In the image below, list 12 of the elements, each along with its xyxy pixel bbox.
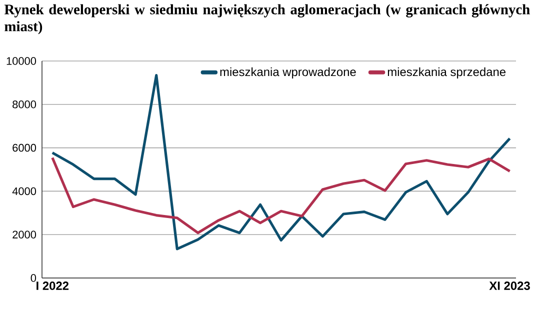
y-tick-label: 4000: [12, 187, 36, 196]
x-tick-label: XI 2023: [489, 282, 530, 290]
line-series: [51, 156, 512, 234]
y-tick-label: 8000: [12, 100, 36, 108]
legend-label: mieszkania sprzedane: [388, 67, 506, 78]
legend-label: mieszkania wprowadzone: [220, 67, 356, 78]
chart-title: Rynek deweloperski w siedmiu największych aglomeracjach (w granicach głównych miast): [4, 4, 530, 34]
y-tick-label: 0: [30, 274, 36, 282]
x-tick-label: I 2022: [36, 282, 69, 290]
y-tick-label: 10000: [6, 57, 36, 65]
y-tick-label: 6000: [12, 144, 36, 152]
y-tick-label: 2000: [12, 230, 36, 238]
